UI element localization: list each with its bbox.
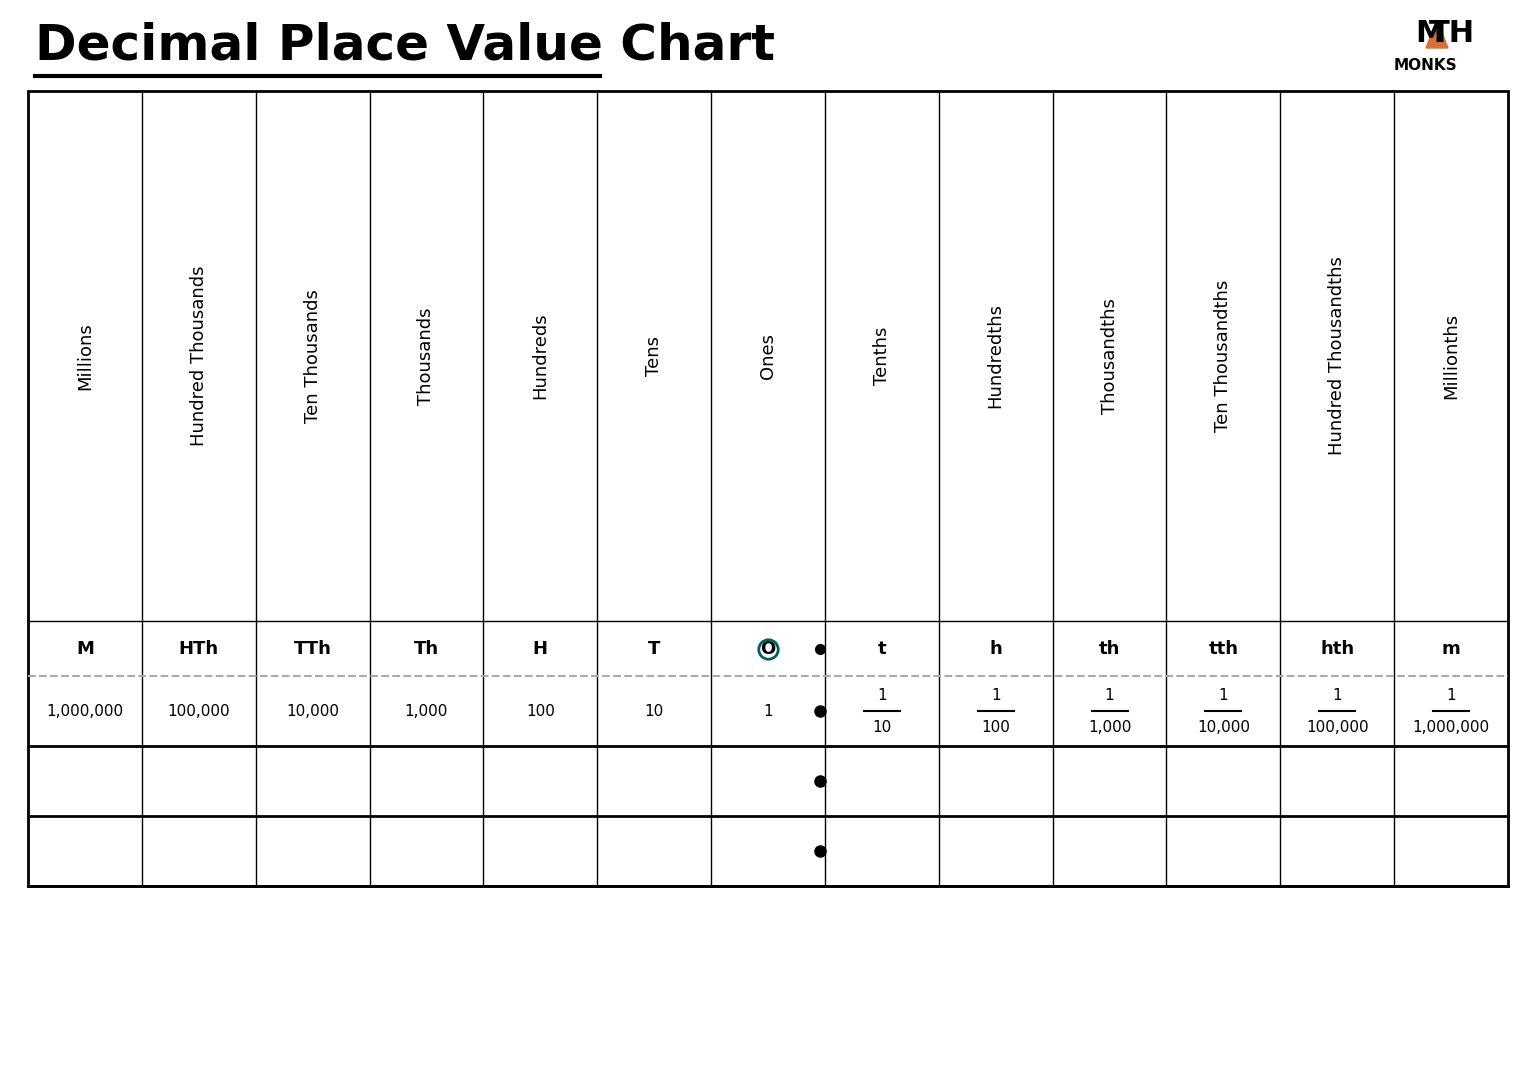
Text: 1,000,000: 1,000,000 xyxy=(46,704,123,719)
Text: Tenths: Tenths xyxy=(872,327,891,386)
Text: Hundreds: Hundreds xyxy=(531,313,550,400)
Text: 100: 100 xyxy=(525,704,554,719)
Text: tth: tth xyxy=(1209,640,1238,657)
Text: 1,000,000: 1,000,000 xyxy=(1413,720,1490,734)
Text: T: T xyxy=(648,640,660,657)
Text: Thousandths: Thousandths xyxy=(1100,298,1118,414)
Text: Tens: Tens xyxy=(645,336,664,376)
Text: 100,000: 100,000 xyxy=(1306,720,1369,734)
Text: Millions: Millions xyxy=(75,323,94,390)
Text: 1,000: 1,000 xyxy=(406,704,449,719)
Text: 100: 100 xyxy=(982,720,1011,734)
Text: m: m xyxy=(1442,640,1461,657)
Text: th: th xyxy=(1098,640,1120,657)
Text: 1: 1 xyxy=(877,687,886,703)
Text: hth: hth xyxy=(1319,640,1355,657)
Text: MONKS: MONKS xyxy=(1393,59,1456,74)
Text: HTh: HTh xyxy=(178,640,218,657)
Text: 1: 1 xyxy=(991,687,1000,703)
Text: Ten Thousands: Ten Thousands xyxy=(304,289,321,422)
Text: Millionths: Millionths xyxy=(1442,313,1461,399)
Text: M: M xyxy=(75,640,94,657)
Text: Hundred Thousandths: Hundred Thousandths xyxy=(1329,256,1346,455)
Text: 10,000: 10,000 xyxy=(1197,720,1250,734)
Text: O: O xyxy=(760,640,776,657)
Text: Ones: Ones xyxy=(759,333,777,379)
Text: TTh: TTh xyxy=(293,640,332,657)
Text: H: H xyxy=(533,640,548,657)
Text: Th: Th xyxy=(413,640,439,657)
Text: Hundred Thousands: Hundred Thousands xyxy=(190,266,207,446)
Text: 1: 1 xyxy=(1447,687,1456,703)
Text: 1: 1 xyxy=(1332,687,1342,703)
Text: 10: 10 xyxy=(645,704,664,719)
Polygon shape xyxy=(1425,20,1448,48)
Text: Decimal Place Value Chart: Decimal Place Value Chart xyxy=(35,22,776,70)
Text: 1: 1 xyxy=(1218,687,1229,703)
Text: h: h xyxy=(989,640,1001,657)
Bar xyxy=(28,91,1508,886)
Text: TH: TH xyxy=(1428,20,1475,49)
Text: Hundredths: Hundredths xyxy=(986,303,1005,408)
Text: M: M xyxy=(1415,20,1445,49)
Text: 10: 10 xyxy=(872,720,891,734)
Text: 1: 1 xyxy=(1104,687,1114,703)
Text: 1,000: 1,000 xyxy=(1087,720,1130,734)
Text: Thousands: Thousands xyxy=(418,307,436,405)
Text: Ten Thousandths: Ten Thousandths xyxy=(1215,280,1232,432)
Text: 10,000: 10,000 xyxy=(286,704,339,719)
Text: t: t xyxy=(877,640,886,657)
Text: 100,000: 100,000 xyxy=(167,704,230,719)
Text: 1: 1 xyxy=(763,704,773,719)
